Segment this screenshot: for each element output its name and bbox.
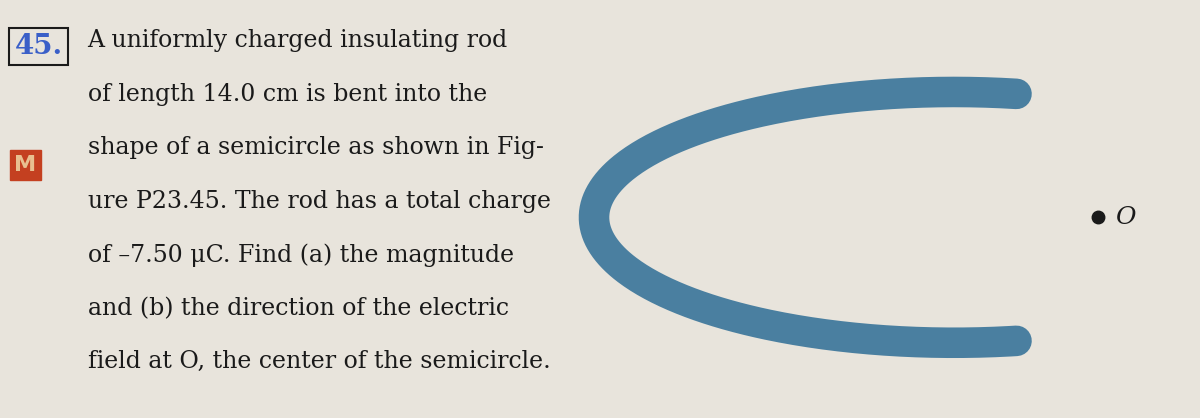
Text: A uniformly charged insulating rod: A uniformly charged insulating rod bbox=[88, 29, 508, 52]
Text: M: M bbox=[14, 155, 36, 175]
Text: and (b) the direction of the electric: and (b) the direction of the electric bbox=[88, 297, 509, 320]
Text: ure P23.45. The rod has a total charge: ure P23.45. The rod has a total charge bbox=[88, 190, 551, 213]
Text: of length 14.0 cm is bent into the: of length 14.0 cm is bent into the bbox=[88, 83, 487, 106]
Text: 45.: 45. bbox=[14, 33, 62, 61]
Text: O: O bbox=[1115, 206, 1135, 229]
Text: of –7.50 μC. Find (a) the magnitude: of –7.50 μC. Find (a) the magnitude bbox=[88, 243, 514, 267]
Text: field at O, the center of the semicircle.: field at O, the center of the semicircle… bbox=[88, 350, 551, 373]
Text: shape of a semicircle as shown in Fig-: shape of a semicircle as shown in Fig- bbox=[88, 136, 544, 159]
